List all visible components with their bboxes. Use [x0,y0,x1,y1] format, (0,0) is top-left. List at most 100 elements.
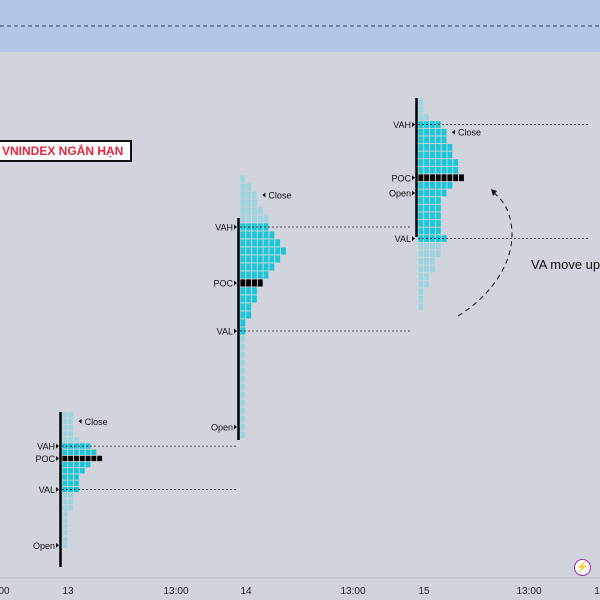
profile-cell [240,199,246,207]
profile-cell [418,182,424,189]
lightning-icon[interactable]: ⚡ [574,559,591,576]
x-tick-label: 13:00 [516,586,541,597]
profile-cell [246,183,252,191]
profile-cell [257,271,263,279]
profile-cell [263,239,269,247]
profile-cell [275,255,281,263]
profile-cell [435,166,441,174]
profile-cell [418,212,424,220]
profile-cell [252,287,257,295]
profile-cell [263,263,269,271]
open-label: Open [389,189,411,199]
profile-cell [424,113,430,121]
profile-cell [430,166,435,174]
profile-cell [246,287,252,295]
profile-cell [441,151,447,159]
profile-cell [74,486,79,493]
profile-cell [252,271,257,279]
profile-cell [68,437,74,443]
profile-cell [68,462,74,468]
val-marker [56,487,59,492]
profile-cell [68,412,74,418]
profile-cell [424,197,430,204]
profile-cell [424,136,430,144]
profile-cell [441,128,447,136]
open-label: Open [211,423,233,433]
profile-cell [62,474,68,480]
close-label: Close [458,128,481,138]
profile-cell [430,204,435,212]
profile-cell [240,271,246,279]
profile-cell [430,182,435,189]
profile-cell [418,204,424,212]
val-label: VAL [395,234,411,244]
profile-cell [447,159,453,166]
profile-cell [418,250,424,258]
profile-cell [430,212,435,220]
profile-cell [435,144,441,151]
profile-cell [240,247,246,255]
profile-cell [435,250,441,258]
profile-cell [62,412,68,418]
profile-cell [240,415,246,423]
profile-cell [418,296,424,303]
profile-cell [435,220,441,227]
profile-cell [269,247,275,255]
vah-marker [56,443,59,449]
profile-cell [424,144,430,151]
val-marker [412,236,415,242]
poc-marker [412,175,415,181]
profile-cell [435,174,441,182]
vah-label: VAH [37,442,55,452]
profile-cell [62,449,68,455]
x-tick-label: 13 [62,586,74,597]
volume-profile-15: VAH POC VAL Open Close [389,98,590,311]
profile-cell [62,505,68,511]
profile-cell [240,207,246,215]
profile-cell [418,159,424,166]
profile-cell [62,499,68,505]
time-axis: 00 13 13:00 14 13:00 15 13:00 1 [0,577,600,597]
profile-cell [435,212,441,220]
profile-cell [74,449,79,455]
profile-cell [424,212,430,220]
profile-cell [74,474,79,480]
profile-cell [252,215,257,223]
profile-cell [418,174,424,182]
volume-profile-14: VAH POC VAL Open Close [211,175,412,440]
profile-cell [62,530,68,536]
profile-cell [430,235,435,242]
profile-cell [430,258,435,265]
profiles-layer: VAH POC VAL Open Close VAH POC VAL Open Close VAH P… [33,98,590,567]
profile-cell [62,536,68,542]
va-move-up-arrow [457,191,513,317]
profile-cell [240,239,246,247]
profile-cell [418,258,424,265]
profile-cell [424,151,430,159]
profile-cell [246,311,252,319]
profile-cell [62,486,68,493]
profile-cell [424,242,430,250]
profile-cell [252,247,257,255]
profile-cell [424,189,430,197]
profile-cell [424,128,430,136]
profile-cell [62,517,68,524]
profile-cell [424,273,430,280]
profile-cell [252,207,257,215]
profile-cell [430,128,435,136]
profile-cell [252,223,257,231]
profile-cell [418,227,424,235]
profile-cell [430,197,435,204]
profile-cell [246,215,252,223]
profile-cell [240,335,246,343]
profile-cell [424,204,430,212]
profile-cell [430,265,435,273]
profile-cell [85,462,91,468]
profile-cell [240,175,246,183]
profile-cell [240,215,246,223]
vah-marker [234,224,237,230]
profile-cell [275,239,281,247]
close-marker [452,129,455,135]
profile-cell [74,462,79,468]
